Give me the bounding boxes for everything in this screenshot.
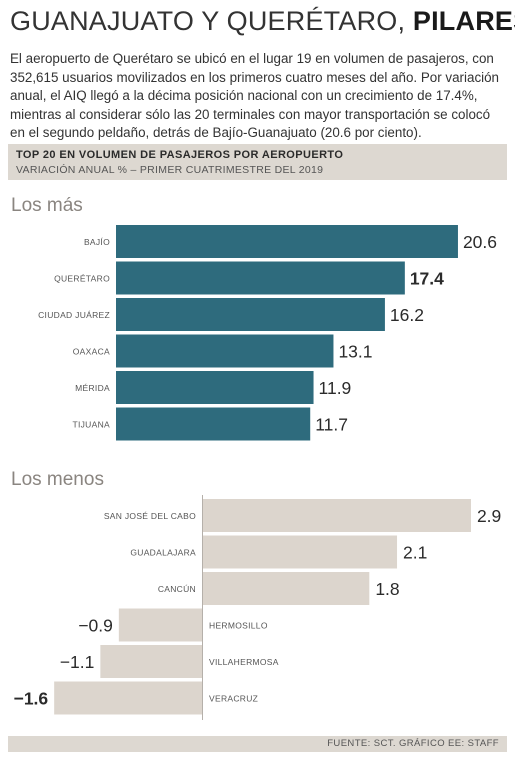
group-label-los-menos: Los menos [11,469,104,490]
title-regular: GUANAJUATO Y QUERÉTARO, [10,6,413,36]
value-label-villahermosa: −1.1 [60,652,95,672]
bar-villahermosa [100,645,202,678]
value-label-hermosillo: −0.9 [78,616,113,636]
bar-queretaro [116,261,405,295]
category-label-hermosillo: HERMOSILLO [209,621,268,631]
value-label-bajio: 20.6 [463,232,497,252]
value-label-queretaro: 17.4 [410,269,444,289]
category-label-tijuana: TIJUANA [72,420,110,430]
footer: FUENTE: SCT. GRÁFICO EE: STAFF [8,736,507,752]
page-title: GUANAJUATO Y QUERÉTARO, PILARES [10,6,515,37]
bar-oaxaca [116,334,334,368]
value-label-ciudad-juarez: 16.2 [390,305,424,325]
value-label-guadalajara: 2.1 [403,543,427,563]
category-label-san-jose-del-cabo: SAN JOSÉ DEL CABO [104,511,196,521]
intro-paragraph: El aeropuerto de Querétaro se ubicó en e… [10,51,500,141]
bar-merida [116,371,314,404]
bar-veracruz [54,681,202,715]
bar-hermosillo [118,608,202,642]
category-label-cancun: CANCÚN [158,584,196,594]
value-label-tijuana: 11.7 [315,415,348,435]
category-label-merida: MÉRIDA [75,383,110,393]
chart-title: TOP 20 EN VOLUMEN DE PASAJEROS POR AEROP… [16,149,344,161]
category-label-guadalajara: GUADALAJARA [130,548,196,558]
value-label-san-jose-del-cabo: 2.9 [477,506,501,526]
category-label-villahermosa: VILLAHERMOSA [209,657,279,667]
category-label-veracruz: VERACRUZ [209,694,258,704]
category-label-ciudad-juarez: CIUDAD JUÁREZ [38,310,110,320]
value-label-oaxaca: 13.1 [338,342,372,362]
category-label-bajio: BAJÍO [84,237,110,247]
bar-tijuana [116,407,311,441]
source-note: FUENTE: SCT. GRÁFICO EE: STAFF [327,738,499,749]
category-label-oaxaca: OAXACA [73,347,110,357]
group-label-los-mas: Los más [11,195,83,216]
bar-guadalajara [203,535,398,569]
bar-ciudad-juarez [116,298,385,331]
bar-san-jose-del-cabo [203,499,471,532]
chart-subtitle: VARIACIÓN ANUAL % – PRIMER CUATRIMESTRE … [16,164,324,176]
value-label-cancun: 1.8 [375,579,399,599]
value-label-veracruz: −1.6 [14,689,49,709]
bar-bajio [116,225,458,258]
value-label-merida: 11.9 [319,378,352,398]
category-label-queretaro: QUERÉTARO [54,274,110,284]
bar-cancun [203,572,370,605]
title-bold: PILARES [412,6,515,36]
chart-header: TOP 20 EN VOLUMEN DE PASAJEROS POR AEROP… [8,144,507,180]
